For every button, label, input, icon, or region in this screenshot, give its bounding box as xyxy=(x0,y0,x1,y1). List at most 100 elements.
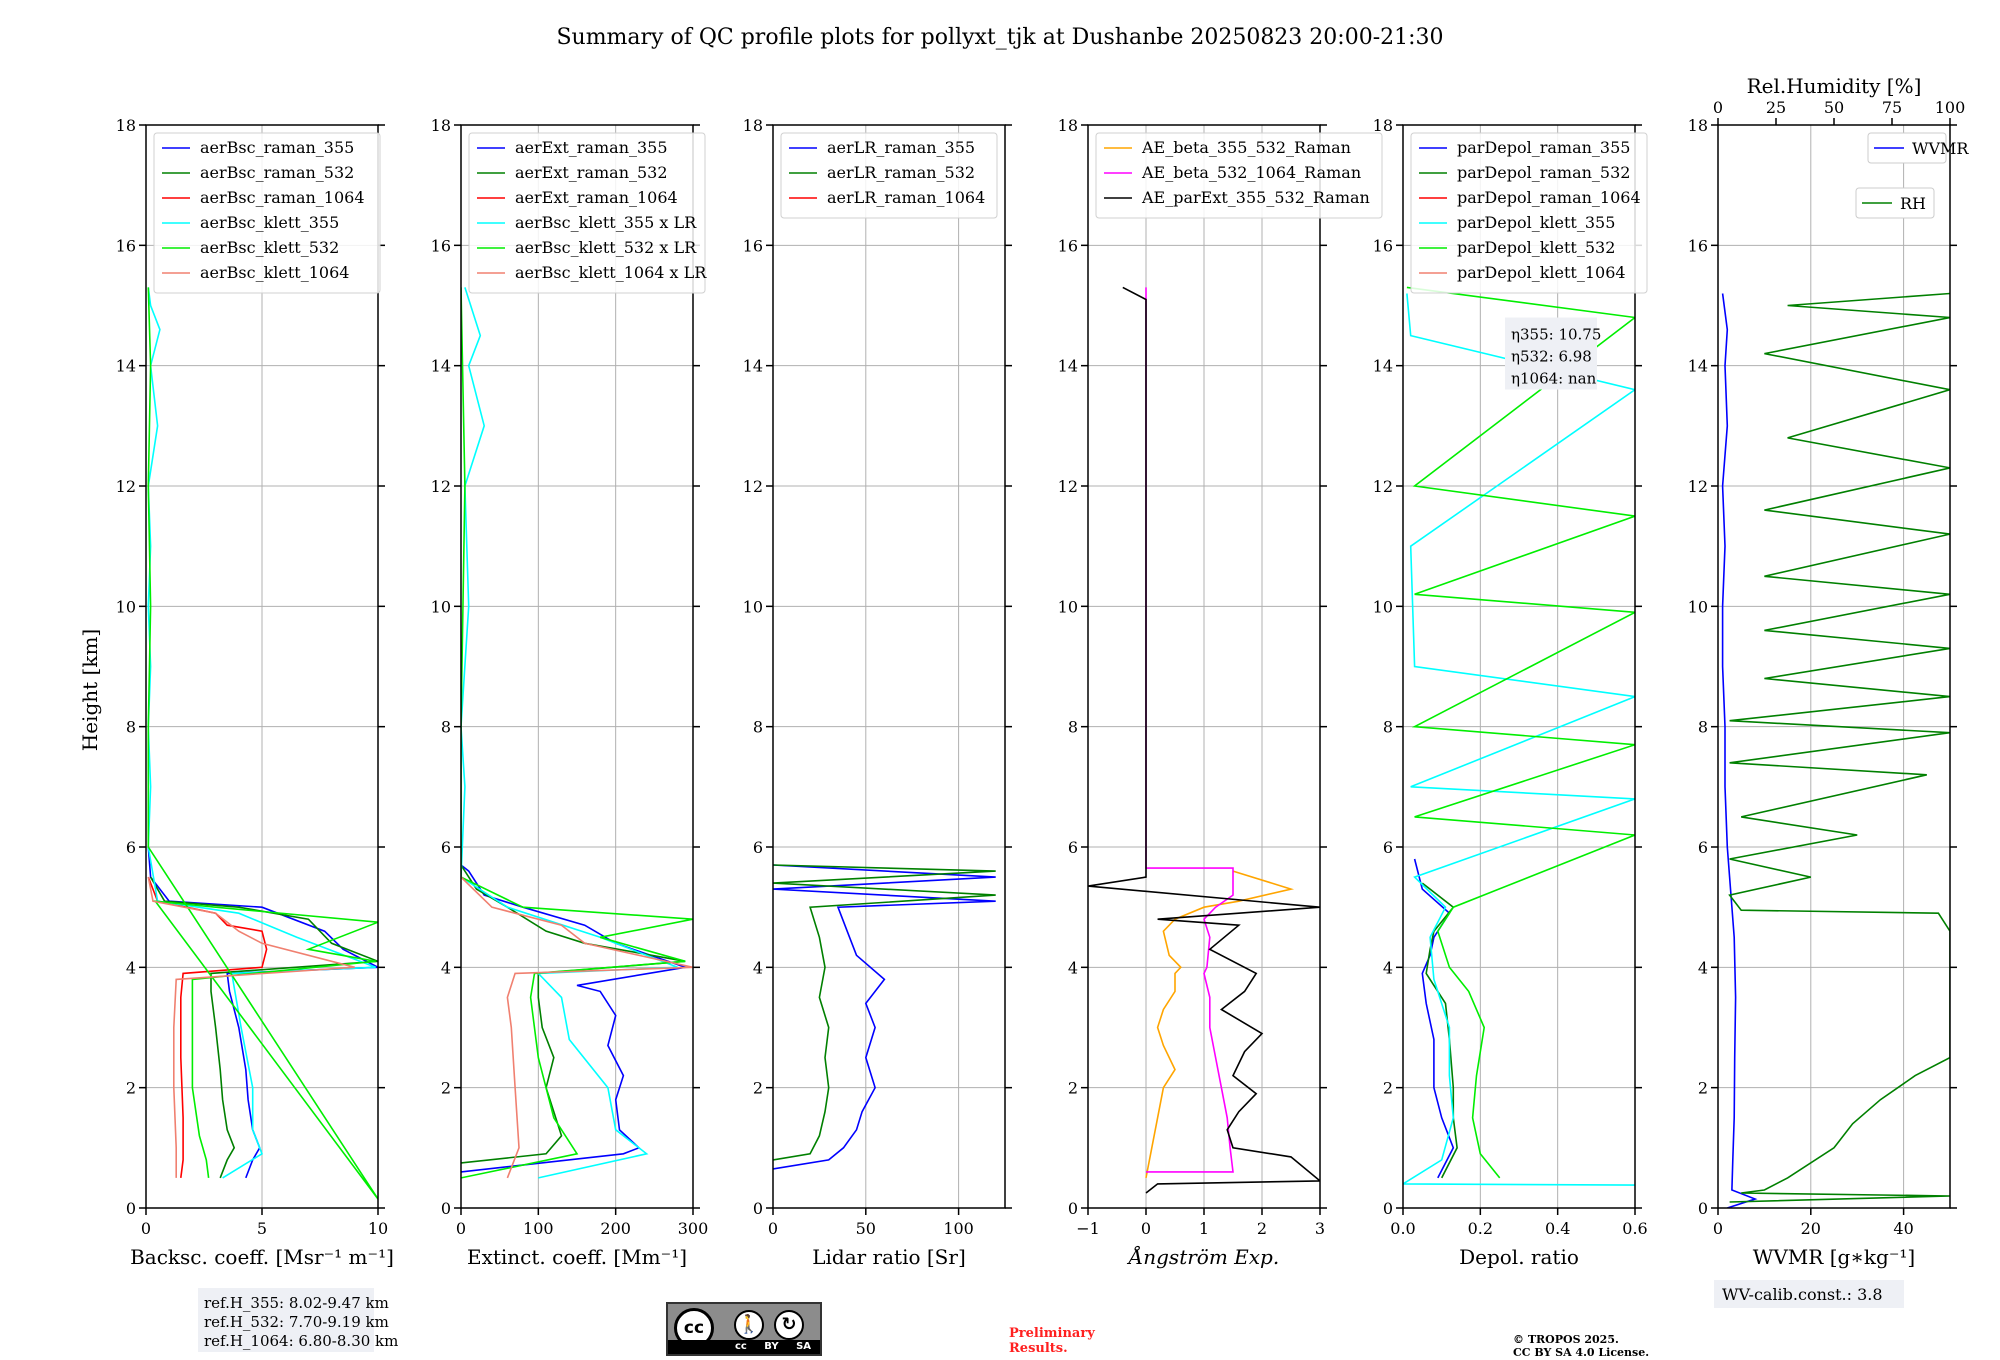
legend: aerBsc_raman_355 aerBsc_raman_532 aerBsc_r… xyxy=(153,132,381,294)
series-line-RH xyxy=(1728,292,1950,1203)
y-tick-label: 8 xyxy=(441,718,451,737)
series-line-AE_beta_355_532_Raman xyxy=(1145,870,1295,1179)
ref-height-label: ref.H_1064: 6.80-8.30 km xyxy=(204,1332,398,1350)
x-axis-label: Backsc. coeff. [Msr⁻¹ m⁻¹] xyxy=(130,1245,394,1269)
legend-label: AE_beta_532_1064_Raman xyxy=(1141,163,1361,182)
y-tick-label: 6 xyxy=(441,838,451,857)
y-tick-label: 16 xyxy=(1058,236,1078,255)
series-group xyxy=(1721,292,1950,1208)
ref-height-label: ref.H_355: 8.02-9.47 km xyxy=(204,1294,389,1312)
y-tick-label: 8 xyxy=(126,718,136,737)
y-tick-label: 16 xyxy=(1688,236,1708,255)
panel-2: 0 2 4 6 8 10 12 14 16 18 0 100 200 300 Extinct. coeff.… xyxy=(431,116,709,1269)
y-tick-label: 12 xyxy=(1688,477,1708,496)
top-x-tick-label: 50 xyxy=(1824,98,1844,117)
x-tick-label: 2 xyxy=(1257,1219,1267,1238)
legend-label: parDepol_raman_1064 xyxy=(1457,188,1641,207)
y-tick-label: 16 xyxy=(431,236,451,255)
y-tick-label: 8 xyxy=(1383,718,1393,737)
x-tick-label: 0.6 xyxy=(1622,1219,1647,1238)
x-tick-label: 50 xyxy=(856,1219,876,1238)
x-tick-label: 1 xyxy=(1199,1219,1209,1238)
y-tick-label: 4 xyxy=(1068,958,1078,977)
legend-label: aerLR_raman_532 xyxy=(827,163,975,182)
series-line-parDepol_klett_355 xyxy=(1403,293,1635,1186)
legend-label: aerExt_raman_532 xyxy=(515,163,668,182)
series-line-aerLR_raman_532 xyxy=(773,864,996,1161)
legend-label: parDepol_klett_532 xyxy=(1457,238,1615,257)
x-ticks xyxy=(772,1208,960,1215)
top-x-tick-label: 75 xyxy=(1882,98,1902,117)
series-line-aerLR_raman_355 xyxy=(773,864,996,1170)
y-tick-label: 4 xyxy=(1383,958,1393,977)
legend-label: aerBsc_klett_532 x LR xyxy=(515,238,697,257)
x-tick-label: 200 xyxy=(600,1219,631,1238)
x-tick-label: 3 xyxy=(1315,1219,1325,1238)
y-tick-label: 6 xyxy=(1383,838,1393,857)
legend-label: parDepol_raman_532 xyxy=(1457,163,1630,182)
y-tick-label: 18 xyxy=(1058,116,1078,135)
legend-label: aerLR_raman_1064 xyxy=(827,188,985,207)
y-tick-label: 18 xyxy=(1373,116,1393,135)
license-badge-text: cc BY SA xyxy=(734,1341,812,1352)
top-x-tick-label: 0 xyxy=(1713,98,1723,117)
y-tick-label: 0 xyxy=(441,1199,451,1218)
x-tick-label: 0 xyxy=(1713,1219,1723,1238)
y-tick-label: 0 xyxy=(1383,1199,1393,1218)
legend-label: RH xyxy=(1900,194,1926,213)
y-tick-label: 10 xyxy=(1373,597,1393,616)
legend: WVMR RH xyxy=(1855,132,1969,219)
legend-label: AE_parExt_355_532_Raman xyxy=(1141,188,1370,207)
x-axis-label: Depol. ratio xyxy=(1459,1245,1579,1269)
legend-label: parDepol_klett_1064 xyxy=(1457,263,1626,282)
y-tick-label: 14 xyxy=(116,357,136,376)
y-ticks xyxy=(1081,124,1327,1209)
y-tick-label: 6 xyxy=(753,838,763,857)
x-ticks xyxy=(145,1208,379,1215)
ref-height-label: ref.H_532: 7.70-9.19 km xyxy=(204,1313,389,1331)
axes-frame xyxy=(1402,124,1636,1209)
y-tick-label: 2 xyxy=(126,1079,136,1098)
y-ticks xyxy=(766,124,1012,1209)
y-tick-label: 16 xyxy=(1373,236,1393,255)
series-line-aerBsc_klett_355 xyxy=(147,287,376,1179)
legend: aerExt_raman_355 aerExt_raman_532 aerExt_r… xyxy=(468,132,707,294)
y-tick-label: 8 xyxy=(1698,718,1708,737)
y-ticks xyxy=(139,124,385,1209)
y-tick-label: 0 xyxy=(126,1199,136,1218)
license-badge-strip xyxy=(668,1340,820,1354)
x-axis-label: Ångström Exp. xyxy=(1127,1244,1279,1269)
series-line-parDepol_raman_532 xyxy=(1421,882,1458,1179)
eta-label: η532: 6.98 xyxy=(1511,348,1592,366)
x-tick-label: 0.2 xyxy=(1468,1219,1493,1238)
series-group xyxy=(773,864,996,1170)
eta-annotations: η355: 10.75 η532: 6.98 η1064: nan xyxy=(1505,317,1601,390)
x-tick-label: 100 xyxy=(523,1219,554,1238)
y-tick-label: 4 xyxy=(753,958,763,977)
y-tick-label: 6 xyxy=(1698,838,1708,857)
x-tick-label: 300 xyxy=(678,1219,709,1238)
legend-label: AE_beta_355_532_Raman xyxy=(1141,138,1351,157)
legend-label: aerBsc_klett_355 x LR xyxy=(515,213,697,232)
series-group xyxy=(1403,286,1635,1186)
panel-5: 0 2 4 6 8 10 12 14 16 18 0.0 0.2 0.4 0.6 Depol. ratio p… xyxy=(1373,116,1648,1269)
x-tick-label: 10 xyxy=(368,1219,388,1238)
wv-calib-box xyxy=(1714,1280,1904,1308)
y-tick-label: 14 xyxy=(743,357,763,376)
series-line-AE_beta_532_1064_Raman xyxy=(1145,287,1234,1173)
y-tick-label: 12 xyxy=(1373,477,1393,496)
y-tick-label: 14 xyxy=(431,357,451,376)
y-tick-label: 0 xyxy=(1698,1199,1708,1218)
y-tick-label: 16 xyxy=(116,236,136,255)
y-tick-label: 10 xyxy=(743,597,763,616)
x-ticks xyxy=(1402,1208,1636,1215)
eta-box xyxy=(1505,317,1597,390)
legend-label: aerBsc_raman_355 xyxy=(200,138,354,157)
y-tick-label: 12 xyxy=(1058,477,1078,496)
legend-label: aerExt_raman_355 xyxy=(515,138,668,157)
x-tick-label: 0 xyxy=(768,1219,778,1238)
y-ticks xyxy=(1711,124,1957,1209)
